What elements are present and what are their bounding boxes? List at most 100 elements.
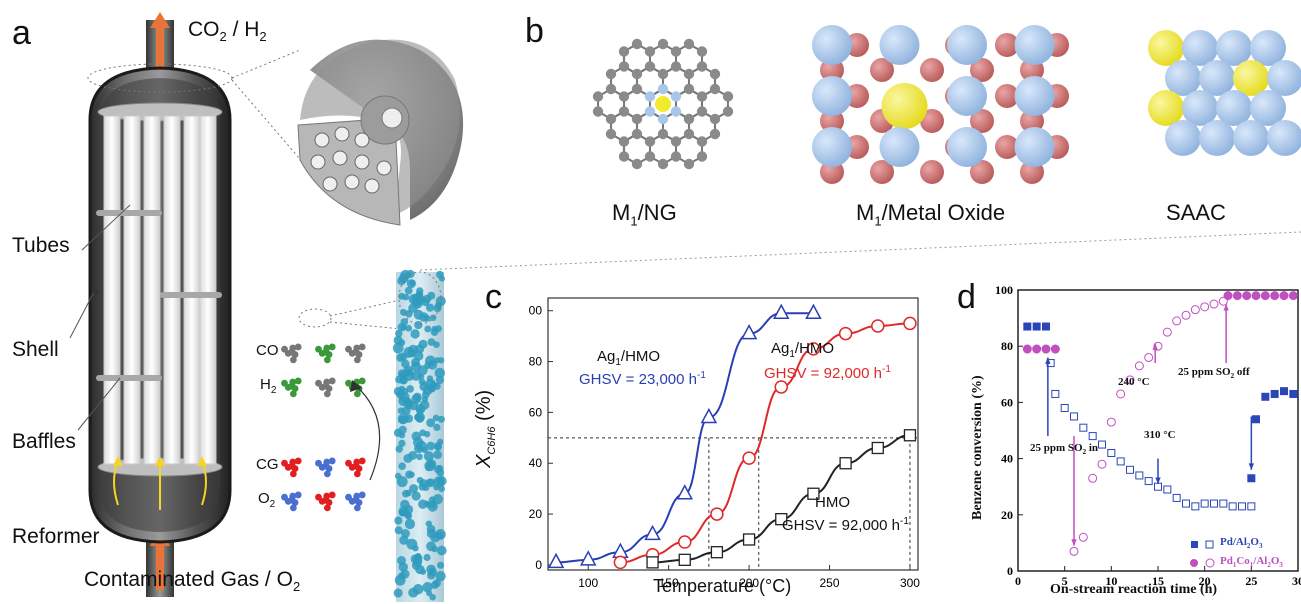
catalyst-bead (433, 476, 445, 488)
data-point-square (742, 533, 756, 546)
nitrogen-atom (644, 91, 656, 102)
data-point-circle (903, 316, 917, 331)
oxygen-atom (995, 135, 1019, 159)
gas-particle (353, 504, 361, 512)
x-tick-label: 10 (1105, 574, 1117, 588)
host-atom (1182, 90, 1218, 126)
gas-particle (289, 378, 297, 386)
carbon-atom (644, 151, 656, 162)
catalyst-bead (427, 501, 438, 512)
data-point-square (1051, 389, 1060, 398)
label-leaders (69, 204, 131, 431)
carbon-atom (709, 68, 721, 80)
data-point-circle (1251, 291, 1261, 301)
caption-m1-metal-oxide: M1/Metal Oxide (856, 200, 1006, 229)
catalyst-beads (392, 269, 447, 601)
baffle-2 (160, 292, 222, 298)
data-point-square (1154, 482, 1162, 491)
oxygen-atom (970, 58, 994, 82)
data-point-circle (1022, 344, 1032, 354)
data-point-circle (1172, 316, 1182, 326)
data-point-triangle (700, 407, 718, 424)
gas-particle (289, 344, 297, 352)
data-point-square (1135, 471, 1144, 480)
legend-pd1co1-al2o3: Pd1Co1/Al2O3 (1220, 555, 1283, 570)
oxygen-atom (995, 33, 1019, 57)
carbon-atom (670, 151, 682, 162)
panel-letter-c: c (485, 278, 502, 316)
annot-310c: 310 °C (1144, 429, 1176, 441)
support-atom (812, 76, 852, 116)
gas-particle (315, 493, 322, 501)
annot-ghsv-23000: GHSV = 23,000 h-1 (579, 370, 706, 388)
gas-particle (315, 459, 322, 467)
catalyst-bead (401, 359, 410, 369)
carbon-atom (709, 83, 721, 95)
catalyst-bead (417, 365, 428, 376)
catalyst-bead (395, 445, 403, 453)
gas-particle (289, 470, 297, 478)
catalyst-bead (401, 489, 410, 498)
host-atom (1216, 90, 1252, 126)
tube (183, 115, 201, 465)
data-point-circle (1260, 291, 1270, 301)
data-point-triangle (547, 552, 565, 569)
host-atom (1250, 30, 1286, 66)
catalyst-bead (408, 303, 418, 313)
gas-particle (358, 343, 366, 351)
carbon-atom (696, 106, 708, 117)
catalyst-bead (398, 415, 406, 424)
catalyst-bead (403, 504, 414, 515)
oxygen-atom (970, 109, 994, 133)
x-tick-label: 30 (1292, 574, 1301, 588)
catalyst-bead (410, 554, 421, 564)
catalyst-bead (438, 357, 445, 364)
gas-particle (358, 457, 366, 465)
baffle-hole (354, 154, 370, 170)
support-atom (812, 127, 852, 167)
data-point-circle (1209, 299, 1219, 309)
chart-c-xlabel: Temperature (°C) (653, 576, 792, 596)
annot-ag1-hmo-b: Ag1/HMO (771, 340, 835, 360)
data-point-square (1182, 499, 1190, 508)
atomic-models (592, 25, 1301, 184)
support-atom (1014, 127, 1055, 167)
nitrogen-atom (657, 113, 669, 125)
data-point-triangle (773, 303, 790, 320)
x-tick-label: 250 (820, 576, 840, 590)
baffle-hole (344, 174, 360, 190)
baffle-hole (322, 176, 338, 192)
catalyst-bead (435, 325, 442, 333)
annot-so2-off: 25 ppm SO2 off (1178, 366, 1250, 381)
carbon-atom (683, 38, 695, 50)
gas-particle (281, 379, 288, 387)
data-point-circle (871, 319, 885, 333)
gas-particle (323, 356, 331, 364)
catalyst-bead (429, 593, 436, 601)
gas-particle (289, 356, 297, 364)
catalyst-bead (415, 292, 423, 299)
carbon-atom (631, 128, 643, 140)
outlet-flow (156, 26, 164, 76)
host-atom (1233, 120, 1269, 156)
catalyst-bead (410, 329, 420, 339)
metal-atom (881, 83, 928, 129)
legend-h2: H2 (260, 376, 277, 396)
carbon-atom (670, 46, 682, 57)
data-point-square (678, 553, 691, 566)
catalyst-bead (418, 339, 428, 349)
data-point-circle (1279, 291, 1289, 301)
catalyst-bead (402, 293, 410, 301)
carbon-atom (670, 136, 682, 147)
caption-m1-ng: M1/NG (612, 200, 677, 229)
catalyst-bead (435, 571, 446, 582)
data-point-square (1042, 322, 1050, 331)
catalyst-bead (396, 476, 408, 488)
catalyst-bead (397, 407, 405, 414)
chart-d: 0 5 10 15 20 25 30 0 20 40 60 80 100 (995, 283, 1301, 588)
data-point-circle (1288, 291, 1298, 301)
saac-model (1148, 30, 1301, 156)
data-point-square (1126, 465, 1134, 474)
gas-particle (294, 457, 302, 465)
